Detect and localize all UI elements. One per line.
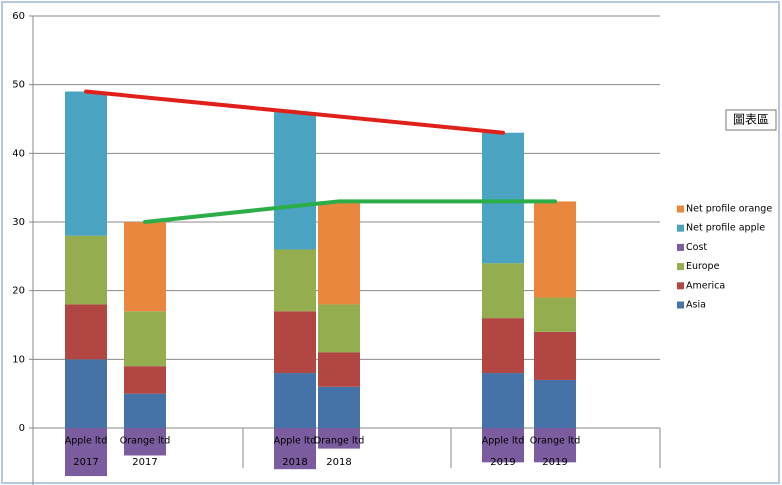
y-tick-label: 10: [12, 354, 25, 365]
bar-segment: [482, 132, 524, 264]
bar-segment: [482, 318, 524, 374]
x-tick-label: Orange ltd: [314, 436, 365, 447]
bar-segment: [318, 304, 360, 353]
tooltip-box: [725, 109, 777, 131]
bar-segment: [274, 373, 316, 428]
x-tick-label: Orange ltd: [530, 436, 581, 447]
trend-line: [84, 89, 505, 135]
bar-segment: [534, 428, 576, 463]
bar-segment: [65, 359, 107, 428]
bar-segment: [482, 263, 524, 319]
year-label: 2018: [326, 457, 351, 468]
bar-segment: [124, 428, 166, 456]
year-label: 2018: [282, 457, 307, 468]
legend-label: Asia: [686, 300, 706, 311]
trend-line: [143, 199, 557, 224]
bar-segment: [65, 428, 107, 477]
y-tick-label: 60: [12, 11, 25, 22]
y-tick-label: 30: [12, 217, 25, 228]
legend-label: Net profile orange: [686, 204, 772, 215]
bar-segment: [65, 235, 107, 305]
bar-segment: [274, 249, 316, 312]
bar-segment: [124, 311, 166, 367]
legend-label: America: [686, 280, 725, 291]
bar-segment: [534, 379, 576, 428]
y-tick-label: 20: [12, 286, 25, 297]
bar-segment: [274, 311, 316, 374]
legend-swatch: [677, 205, 684, 213]
year-label: 2019: [542, 457, 567, 468]
bar-segment: [534, 201, 576, 298]
bar-segment: [482, 428, 524, 463]
year-label: 2017: [73, 457, 98, 468]
bar-segment: [318, 352, 360, 387]
x-tick-label: Orange ltd: [120, 436, 171, 447]
bar-segment: [124, 222, 166, 312]
bar-segment: [124, 393, 166, 428]
x-tick-label: Apple ltd: [482, 436, 524, 447]
bar-segment: [318, 201, 360, 305]
legend-swatch: [677, 301, 684, 309]
x-tick-label: Apple ltd: [274, 436, 316, 447]
y-tick-label: 50: [12, 80, 25, 91]
bar-segment: [274, 428, 316, 470]
y-tick-label: 0: [19, 423, 25, 434]
legend-label: Net profile apple: [686, 223, 765, 234]
x-tick-label: Apple ltd: [65, 436, 107, 447]
year-label: 2019: [490, 457, 515, 468]
bar-segment: [124, 366, 166, 394]
bar-segment: [318, 386, 360, 428]
year-label: 2017: [132, 457, 157, 468]
bar-segment: [274, 112, 316, 250]
legend-label: Europe: [686, 261, 720, 272]
legend-swatch: [677, 282, 684, 290]
legend-swatch: [677, 224, 684, 232]
y-tick-label: 40: [12, 148, 25, 159]
legend-swatch: [677, 243, 684, 251]
bar-segment: [534, 331, 576, 380]
bar-segment: [65, 91, 107, 236]
bar-segment: [65, 304, 107, 360]
legend-swatch: [677, 263, 684, 271]
legend-label: Cost: [686, 242, 707, 253]
bar-segment: [482, 373, 524, 428]
tooltip: 圖表區: [733, 113, 769, 127]
bar-segment: [534, 297, 576, 332]
bar-segment: [318, 428, 360, 449]
